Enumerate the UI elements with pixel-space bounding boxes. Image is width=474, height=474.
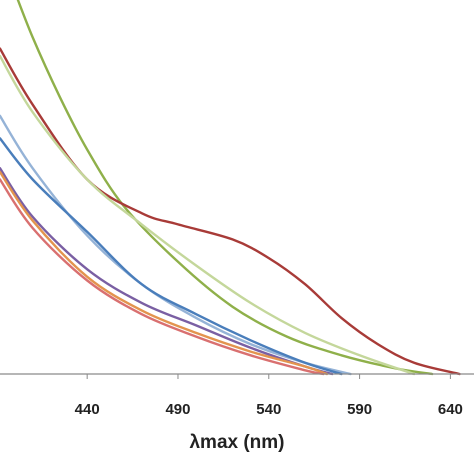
- series-line-3: [0, 54, 416, 376]
- series-line-2: [0, 47, 461, 376]
- x-tick-label-layer: 440 490 540 590 640: [75, 401, 463, 418]
- series-line-7: [0, 170, 329, 376]
- x-tick-label-640: 640: [438, 401, 463, 418]
- series-line-8: [0, 178, 325, 376]
- series-line-5: [0, 137, 343, 376]
- x-tick-label-540: 540: [256, 401, 281, 418]
- x-tick-label-440: 440: [75, 401, 100, 418]
- x-tick-layer: [86, 374, 451, 379]
- x-tick-label-590: 590: [347, 401, 372, 418]
- series-line-6: [0, 167, 334, 376]
- x-axis-title: λmax (nm): [189, 432, 284, 453]
- x-tick-label-490: 490: [165, 401, 190, 418]
- series-line-1: [16, 0, 434, 376]
- series-layer: [0, 0, 461, 376]
